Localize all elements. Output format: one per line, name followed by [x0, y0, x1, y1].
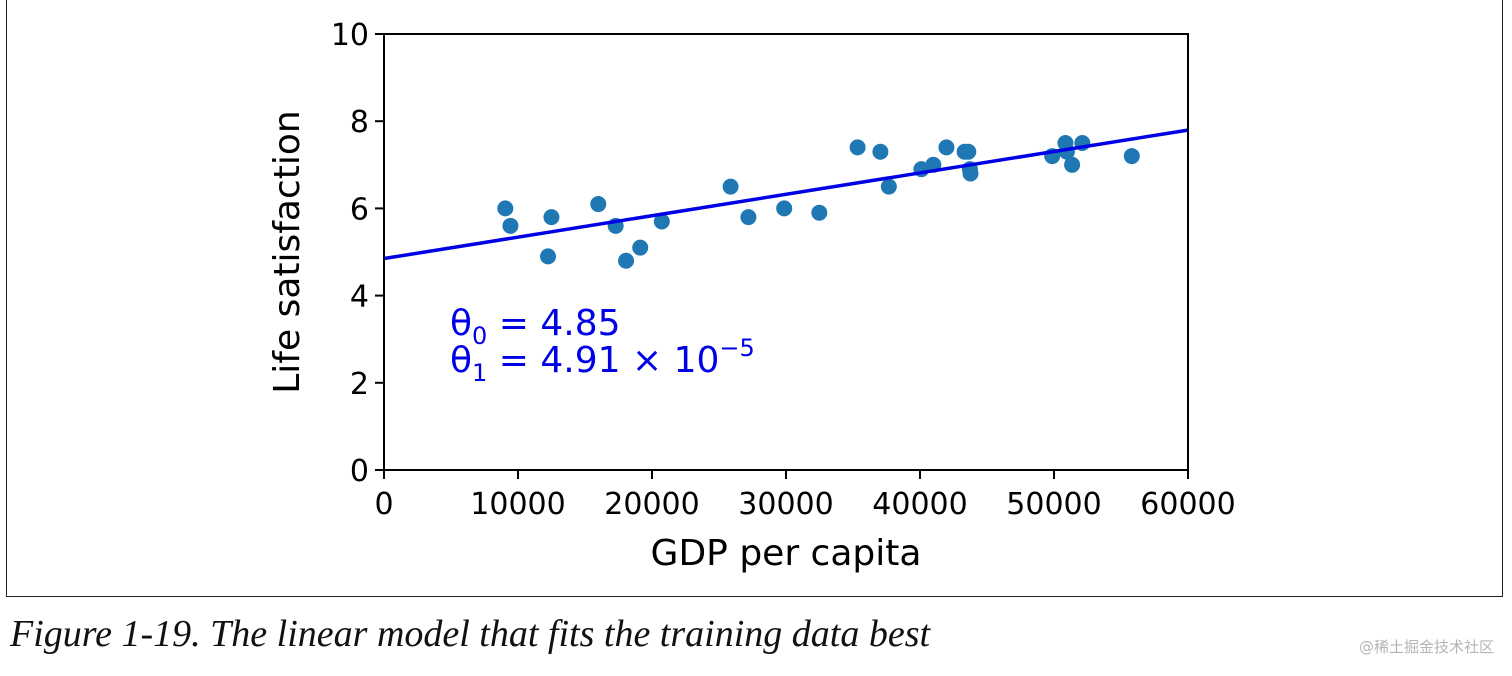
theta0-value: = 4.85 — [487, 303, 620, 344]
data-point — [722, 178, 739, 195]
x-tick-label: 20000 — [604, 487, 699, 522]
x-tick-label: 30000 — [738, 487, 833, 522]
y-tick-label: 0 — [350, 454, 369, 489]
watermark: @稀土掘金技术社区 — [1358, 638, 1494, 656]
theta0-annotation: θ0 = 4.85 — [450, 303, 621, 350]
data-point — [618, 252, 635, 269]
figure-caption: Figure 1-19. The linear model that fits … — [10, 613, 931, 655]
theta0-subscript: 0 — [472, 322, 487, 350]
y-tick-label: 10 — [331, 18, 369, 53]
data-point — [632, 239, 649, 256]
data-point — [1123, 148, 1140, 165]
figure-frame — [6, 0, 1503, 597]
y-tick-label: 2 — [350, 367, 369, 402]
theta0-symbol: θ — [450, 303, 472, 344]
theta1-annotation: θ1 = 4.91 × 10−5 — [450, 334, 755, 387]
data-point — [962, 165, 979, 182]
data-point — [740, 209, 757, 226]
y-tick-label: 4 — [350, 280, 369, 315]
data-point — [811, 204, 828, 221]
theta1-symbol: θ — [450, 340, 472, 381]
plot-area — [383, 33, 1189, 471]
data-point — [880, 178, 897, 195]
points-layer — [497, 135, 1140, 269]
x-tick-label: 50000 — [1006, 487, 1101, 522]
data-point — [1064, 156, 1081, 173]
data-point — [653, 213, 670, 230]
data-point — [543, 209, 560, 226]
data-point — [938, 139, 955, 156]
data-point — [502, 217, 519, 234]
theta1-value: = 4.91 × 10 — [487, 340, 719, 381]
data-point — [497, 200, 514, 217]
y-axis-label: Life satisfaction — [267, 110, 308, 394]
x-axis-label: GDP per capita — [651, 533, 922, 574]
y-tick-label: 8 — [350, 105, 369, 140]
data-point — [849, 139, 866, 156]
x-tick-label: 10000 — [470, 487, 565, 522]
data-point — [776, 200, 793, 217]
data-point — [960, 143, 977, 160]
data-point — [590, 196, 607, 213]
data-point — [540, 248, 557, 265]
x-tick-label: 0 — [374, 487, 393, 522]
x-tick-label: 60000 — [1140, 487, 1235, 522]
theta1-subscript: 1 — [472, 359, 487, 387]
x-tick-label: 40000 — [872, 487, 967, 522]
data-point — [872, 143, 889, 160]
y-tick-label: 6 — [350, 192, 369, 227]
regression-line — [383, 128, 1189, 261]
theta1-exponent: −5 — [719, 334, 754, 362]
